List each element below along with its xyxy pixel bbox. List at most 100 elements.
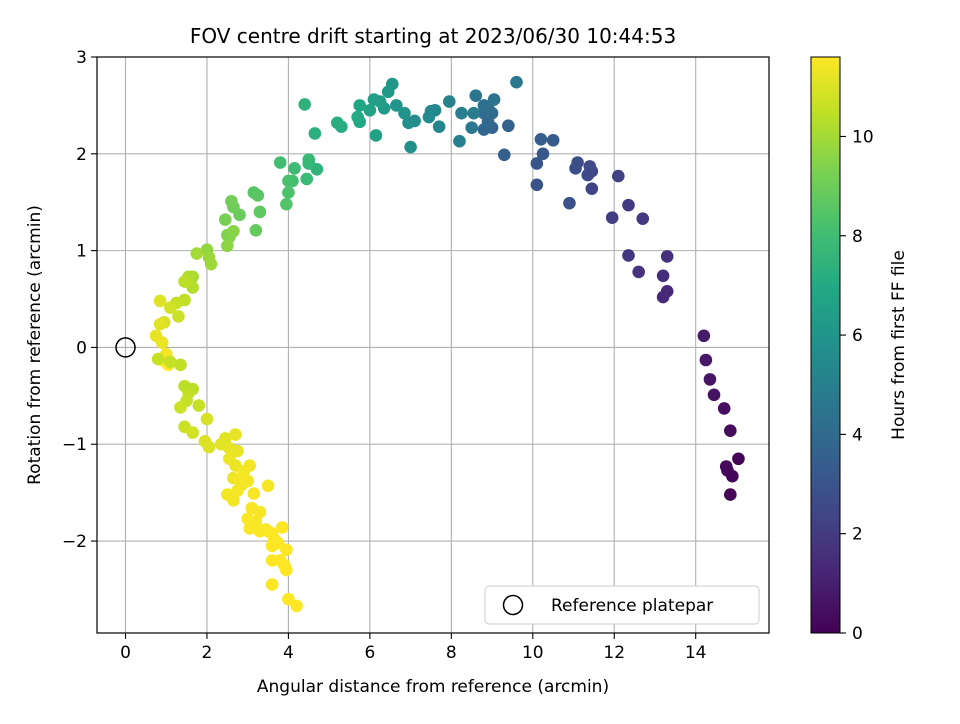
data-point: [502, 119, 515, 133]
data-point: [510, 75, 523, 89]
data-point: [636, 212, 650, 225]
data-point: [290, 599, 303, 613]
data-point: [164, 301, 177, 315]
data-point: [422, 110, 436, 124]
data-point: [282, 186, 295, 199]
data-point: [363, 103, 377, 117]
data-point: [534, 132, 548, 146]
data-point: [280, 563, 293, 577]
data-point: [155, 336, 169, 349]
data-point: [241, 512, 254, 526]
data-point: [571, 156, 584, 169]
data-point: [724, 424, 737, 437]
data-point: [432, 120, 446, 134]
data-point: [390, 99, 403, 112]
x-tick-label: 8: [446, 643, 457, 663]
data-point: [563, 196, 576, 210]
data-point: [404, 140, 417, 154]
data-point: [302, 153, 316, 166]
data-point: [243, 522, 257, 535]
legend-marker: [502, 594, 524, 616]
data-point: [243, 459, 257, 472]
data-point: [251, 189, 265, 202]
data-point: [656, 290, 670, 304]
chart-title: FOV centre drift starting at 2023/06/30 …: [190, 24, 676, 48]
legend-label: Reference platepar: [551, 596, 713, 616]
y-axis-ticks: −2 −1 0 1 2 3: [62, 48, 97, 552]
data-point: [247, 487, 261, 500]
data-point: [455, 106, 468, 120]
data-point: [697, 329, 711, 343]
data-point: [178, 275, 191, 288]
legend-box: [484, 585, 760, 625]
data-point: [227, 494, 240, 507]
reference-platepar-marker: [115, 337, 136, 358]
x-tick-label: 12: [603, 643, 625, 663]
data-points: [149, 75, 745, 613]
data-point: [353, 99, 366, 112]
data-point: [288, 162, 301, 175]
grid-lines: [97, 56, 769, 633]
data-point: [225, 194, 238, 208]
x-tick-label: 14: [685, 643, 707, 663]
data-point: [622, 249, 635, 262]
data-point: [241, 474, 254, 488]
data-point: [174, 358, 187, 372]
data-point: [273, 156, 287, 169]
x-tick-label: 4: [283, 643, 294, 663]
data-point: [204, 257, 218, 271]
y-tick-label: 2: [76, 145, 87, 165]
data-point: [308, 127, 322, 140]
data-point: [622, 198, 635, 212]
data-point: [164, 355, 177, 369]
y-tick-label: 1: [76, 242, 87, 262]
data-point: [477, 99, 491, 112]
data-point: [632, 265, 645, 279]
data-point: [367, 93, 381, 106]
data-point: [717, 402, 731, 415]
data-point: [732, 452, 745, 466]
data-point: [467, 106, 481, 120]
data-point: [487, 93, 501, 106]
data-point: [186, 426, 200, 439]
data-point: [605, 211, 619, 224]
data-point: [536, 147, 550, 161]
x-tick-label: 0: [120, 643, 131, 663]
data-point: [724, 488, 737, 501]
reference-point-layer: [115, 337, 136, 358]
data-point: [660, 250, 674, 263]
data-point: [585, 182, 599, 195]
colorbar-tick-label: 10: [852, 127, 874, 147]
colorbar: 0 2 4 6 8 10 Hours from first FF file: [810, 56, 909, 644]
data-point: [497, 148, 511, 162]
data-point: [280, 197, 293, 211]
data-point: [249, 223, 263, 237]
data-point: [719, 460, 733, 473]
colorbar-label: Hours from first FF file: [889, 250, 909, 440]
data-point: [227, 224, 240, 238]
data-point: [442, 95, 456, 108]
data-point: [223, 452, 236, 466]
data-point: [265, 578, 279, 591]
data-point: [153, 317, 167, 331]
data-point: [453, 134, 466, 148]
data-point: [546, 133, 560, 147]
plot-frame: [96, 56, 770, 634]
data-point: [699, 353, 713, 367]
y-tick-label: 0: [76, 338, 87, 358]
data-point: [351, 110, 364, 124]
data-point: [192, 399, 206, 412]
data-point: [218, 213, 232, 226]
colorbar-tick-label: 8: [852, 227, 863, 247]
data-point: [469, 89, 483, 103]
data-point: [381, 85, 395, 99]
data-point: [398, 106, 411, 120]
data-point: [265, 554, 279, 567]
data-point: [656, 269, 670, 283]
y-tick-label: 3: [76, 48, 87, 68]
data-point: [612, 169, 625, 183]
x-tick-label: 6: [364, 643, 375, 663]
data-point: [330, 116, 344, 130]
data-point: [229, 428, 242, 441]
